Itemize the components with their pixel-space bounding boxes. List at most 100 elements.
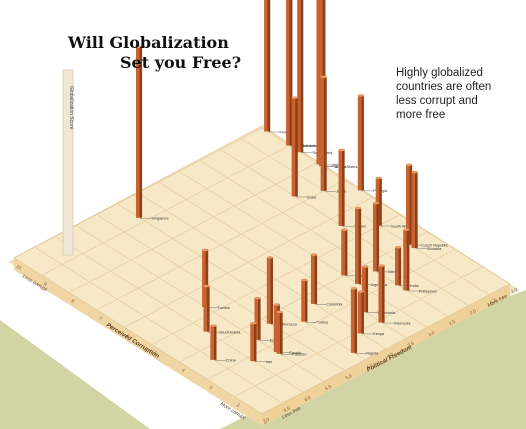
- bar: Tunisia: [201, 248, 230, 310]
- annotation-text: Highly globalized countries are often le…: [396, 66, 516, 122]
- bar-label: Netherlands: [302, 144, 323, 148]
- bar-face-left: [320, 76, 324, 191]
- bar-face-left: [372, 203, 377, 272]
- bar: Venezuela: [361, 265, 396, 315]
- chart-title-line-2: Set you Free?: [120, 53, 242, 72]
- bar-label: Indonesia: [394, 321, 411, 325]
- bar: Switzerland: [297, 0, 332, 155]
- bar-cap: [372, 201, 380, 205]
- bar-face-left: [203, 286, 207, 332]
- left-axis-tick-label: 7: [98, 316, 103, 322]
- bar-face-right: [354, 288, 358, 353]
- bar-face-right: [406, 229, 410, 291]
- grid-line-freedom: [96, 214, 345, 371]
- right-axis-tick-label: 6.5: [283, 405, 291, 413]
- bar-cap: [405, 163, 413, 167]
- bar-face-right: [253, 323, 257, 362]
- bar-label: Ireland: [332, 163, 344, 167]
- grid-line-freedom: [55, 236, 304, 393]
- bar-cap: [320, 75, 327, 79]
- left-axis-tick-label: 4: [181, 368, 186, 374]
- bar: Slovakia: [411, 170, 442, 251]
- bar-cap: [350, 287, 358, 290]
- bar-face-left: [411, 172, 415, 249]
- bar-face-left: [406, 164, 410, 245]
- grid-line-freedom: [220, 149, 469, 306]
- bar-face-left: [316, 0, 320, 165]
- bar-face-left: [135, 46, 140, 218]
- right-axis-tick-label: 5.5: [324, 384, 332, 392]
- bar: Israel: [291, 96, 317, 199]
- bar: Singapore: [135, 45, 169, 221]
- bar-label: Turkey: [317, 321, 329, 325]
- bar-face-right: [289, 0, 293, 146]
- bar-cap: [361, 265, 369, 268]
- bar-cap: [291, 96, 298, 99]
- bar-face-left: [286, 0, 290, 146]
- annotation-line-3: less corrupt and: [396, 95, 478, 107]
- bar-label: Saudi Arabia: [219, 330, 241, 334]
- bar-label: Mexico: [388, 270, 400, 274]
- bar: Turkey: [301, 278, 329, 325]
- bar-face-left: [202, 249, 206, 307]
- bar-cap: [201, 248, 209, 252]
- bar-label: Morocco: [282, 323, 297, 327]
- bar-cap: [301, 278, 308, 282]
- bar-face-left: [355, 208, 359, 284]
- grid-line-freedom: [75, 225, 325, 382]
- left-axis-tick-label: 6: [126, 333, 131, 339]
- bar: Portugal: [357, 94, 387, 193]
- bar-cap: [357, 94, 365, 97]
- bar-face-left: [341, 229, 345, 276]
- bar-label: Colombia: [326, 303, 343, 307]
- annotation-line-1: Highly globalized: [396, 67, 483, 79]
- bar-label: Pakistan: [292, 353, 307, 357]
- bar-face-right: [257, 298, 261, 340]
- bar-label: China: [226, 359, 237, 363]
- bar-face-left: [210, 325, 214, 360]
- bar-label: Slovakia: [427, 247, 442, 251]
- bar-face-right: [300, 0, 304, 153]
- bar-face-left: [273, 304, 278, 353]
- bar-face-right: [365, 266, 369, 313]
- bar-face-left: [301, 279, 305, 322]
- bar-face-right: [361, 291, 364, 334]
- bar-cap: [341, 228, 348, 232]
- bar: Kenya: [357, 290, 385, 336]
- bar-label: Iran: [266, 360, 273, 364]
- left-axis-tick-label: 5: [153, 350, 158, 356]
- z-axis-label-group: Globalization Score: [62, 69, 74, 256]
- bar-face-left: [395, 247, 399, 286]
- right-axis-tick-label: 3.5: [407, 340, 415, 348]
- right-axis-tick-label: 3.0: [427, 330, 435, 338]
- bar-cap: [254, 296, 261, 300]
- bar-cap: [338, 148, 345, 152]
- bar-face-left: [378, 265, 382, 323]
- bar-face-right: [379, 178, 382, 226]
- bar-face-left: [310, 254, 315, 304]
- left-axis-tick-label: 3: [208, 385, 213, 391]
- chart-title-line-1: Will Globalization: [68, 33, 229, 52]
- bar-label: Venezuela: [377, 311, 396, 315]
- left-axis-tick-label: 8: [71, 298, 76, 304]
- bar-face-left: [266, 257, 271, 324]
- bar-face-right: [358, 208, 362, 284]
- bar: Indonesia: [378, 264, 411, 325]
- bar-face-right: [314, 254, 318, 304]
- bar-series: Finland NetherlandsSwedenSwitzerland Irela…: [135, 0, 448, 364]
- bar-face-left: [375, 178, 380, 226]
- grid-line-freedom: [34, 246, 283, 404]
- bar: Pakistan: [276, 310, 307, 357]
- bar-cap: [276, 310, 283, 314]
- right-axis-tick-label: 1.0: [510, 286, 518, 294]
- bar-cap: [250, 321, 257, 325]
- bar-face-right: [398, 247, 402, 286]
- bar-face-left: [264, 0, 268, 132]
- z-axis-label-box: [62, 69, 74, 256]
- right-axis-tick-label: 2.0: [469, 308, 477, 316]
- annotation-line-2: countries are often: [396, 81, 492, 93]
- left-axis-tick-label: 1: [263, 420, 268, 426]
- right-axis-tick-label: 7.0: [262, 416, 270, 424]
- bar: Nigeria: [350, 287, 379, 356]
